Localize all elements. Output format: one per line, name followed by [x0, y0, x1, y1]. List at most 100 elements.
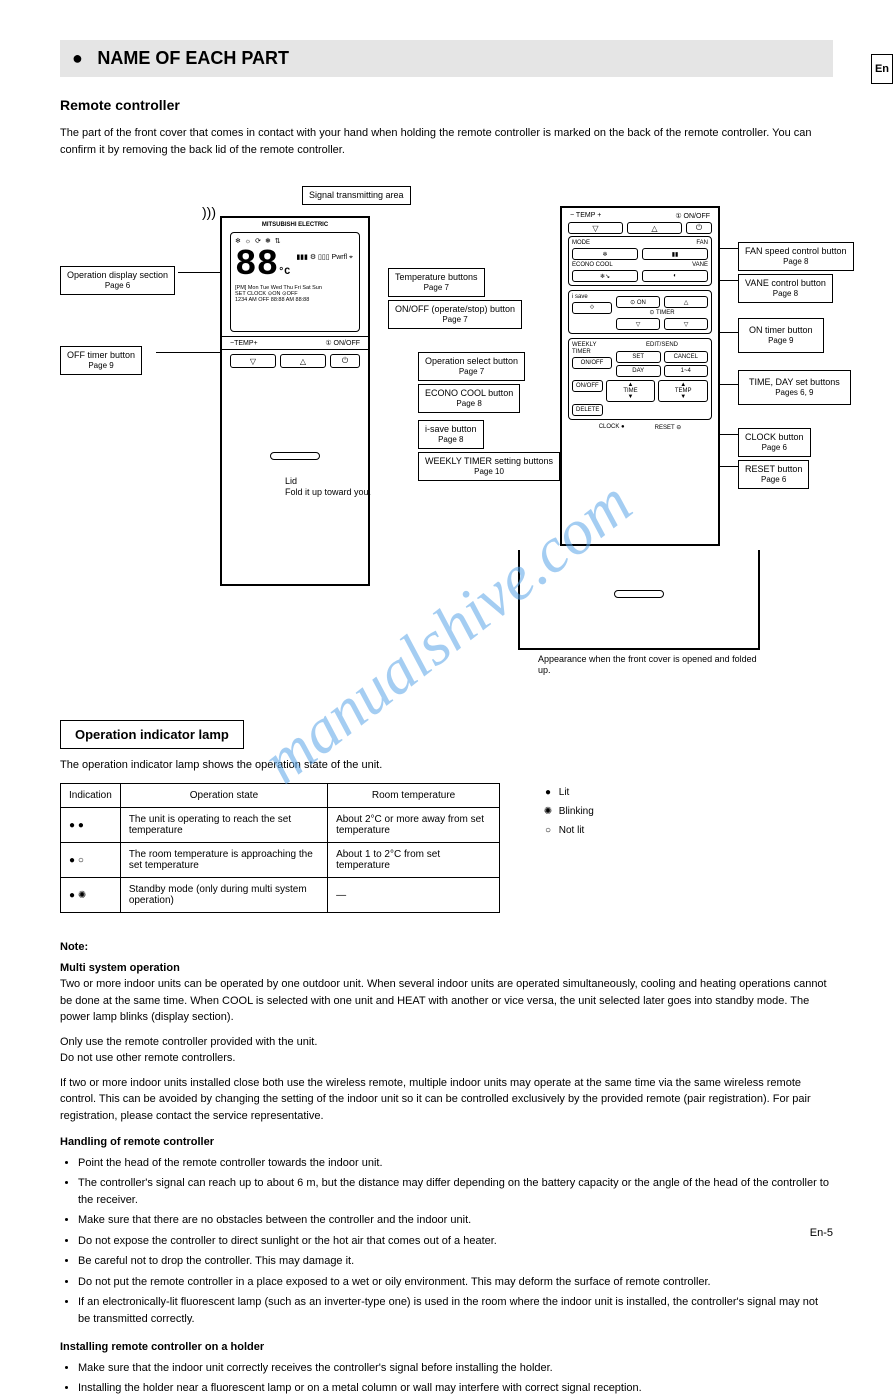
indicator-table: Indication Operation state Room temperat… — [60, 783, 500, 913]
state-cell: The room temperature is approaching the … — [120, 843, 327, 878]
label: CLOCK — [599, 424, 620, 430]
legend-item: ○ Not lit — [540, 821, 594, 840]
label: RESET — [655, 425, 675, 431]
callout-fan: FAN speed control button Page 8 — [738, 242, 854, 271]
cancel-button[interactable]: CANCEL — [664, 351, 709, 363]
callout-title: CLOCK button — [745, 432, 804, 443]
callout-ontimer: ON timer button Page 9 — [738, 318, 824, 353]
wt-onoff2[interactable]: ON/OFF — [572, 380, 603, 392]
lead-line — [720, 332, 738, 333]
lead-line — [720, 466, 738, 467]
remote-heading: Remote controller — [60, 97, 833, 113]
callout-page: Page 8 — [745, 289, 826, 299]
fan-icons: ▮▮▮ ⚙ ▯▯▯ Pwrfl ⌖ — [296, 253, 353, 262]
notes-section: Note: Multi system operation Two or more… — [60, 939, 833, 1397]
time-button[interactable]: ▲TIME▼ — [606, 380, 656, 402]
signal-icon: ))) — [202, 204, 216, 220]
label: TEMP — [576, 212, 595, 219]
set-button[interactable]: SET — [616, 351, 661, 363]
onoff-button[interactable]: ⏻ — [330, 354, 360, 368]
page: En ● NAME OF EACH PART Remote controller… — [0, 0, 893, 1263]
icon: − — [570, 212, 574, 219]
brand-label: MITSUBISHI ELECTRIC — [222, 222, 368, 228]
mode-fan-section: MODEFAN ❄ ▮▮ ECONO COOLVANE ❄↘ ◐ — [568, 236, 712, 286]
lamp-cell: ● ✺ — [61, 878, 121, 913]
prog-button[interactable]: 1~4 — [664, 365, 709, 377]
room-cell: About 2°C or more away from set temperat… — [328, 808, 500, 843]
callout-opdisplay: Operation display section Page 6 — [60, 266, 175, 295]
list-item: The controller's signal can reach up to … — [78, 1175, 833, 1208]
lead-line — [720, 384, 738, 385]
remote-closed: MITSUBISHI ELECTRIC ❄ ☼ ⟳ ❅ ⇅ 88°C ▮▮▮ ⚙… — [220, 216, 370, 586]
open-temp-down[interactable]: ▽ — [568, 222, 623, 234]
callout-title: ON timer button — [749, 325, 813, 336]
temp-down-button[interactable]: ▽ — [230, 354, 276, 368]
only-note: Only use the remote controller provided … — [60, 1034, 833, 1067]
callout-title: OFF timer button — [67, 350, 135, 361]
indicator-wrap: Indication Operation state Room temperat… — [60, 783, 833, 913]
fan-button[interactable]: ▮▮ — [642, 248, 708, 260]
holder-list: Make sure that the indoor unit correctly… — [78, 1360, 833, 1397]
callout-title: Operation display section — [67, 270, 168, 281]
label-text: Lid — [285, 476, 297, 486]
list-item: Installing the holder near a fluorescent… — [78, 1380, 833, 1397]
day-button[interactable]: DAY — [616, 365, 661, 377]
lamp-cell: ● ● — [61, 808, 121, 843]
label: ECONO COOL — [572, 262, 613, 268]
handling-list: Point the head of the remote controller … — [78, 1155, 833, 1328]
lead-line — [156, 352, 220, 353]
callout-title: FAN speed control button — [745, 246, 847, 257]
isave-timer-section: i save ⟐ ⊙ ON △ ⊙ TIMER ▽ ▽ — [568, 290, 712, 334]
callout-page: Page 10 — [425, 467, 553, 477]
list-item: Be careful not to drop the controller. T… — [78, 1253, 833, 1270]
clock-reset-row: CLOCK ● RESET ⊖ — [568, 424, 712, 431]
indicator-desc: The operation indicator lamp shows the o… — [60, 759, 833, 771]
callout-mode: Operation select button Page 7 — [418, 352, 525, 381]
temp-button[interactable]: ▲TEMP▼ — [658, 380, 708, 402]
section-bullet: ● — [72, 48, 83, 68]
callout-title: Operation select button — [425, 356, 518, 367]
callout-title: Temperature buttons — [395, 272, 478, 283]
label: i save — [572, 294, 612, 300]
diagram-area: Operation display section Page 6 OFF tim… — [60, 176, 833, 636]
callout-title: RESET button — [745, 464, 802, 475]
open-temp-up[interactable]: △ — [627, 222, 682, 234]
note-heading: Note: — [60, 939, 833, 956]
indicator-title-box: Operation indicator lamp — [60, 720, 244, 749]
icon: + — [597, 212, 601, 219]
legend-item: ✺ Blinking — [540, 802, 594, 821]
handling-title: Handling of remote controller — [60, 1134, 833, 1151]
list-item: Make sure that there are no obstacles be… — [78, 1212, 833, 1229]
temp-plus-icon: + — [254, 340, 258, 347]
isave-button[interactable]: ⟐ — [572, 302, 612, 314]
down2-button[interactable]: ▽ — [664, 318, 708, 330]
lid-slot — [614, 590, 664, 598]
table-header-row: Indication Operation state Room temperat… — [61, 784, 500, 808]
vane-button[interactable]: ◐ — [642, 270, 708, 282]
remote-intro: The part of the front cover that comes i… — [60, 125, 833, 158]
up-button[interactable]: △ — [664, 296, 708, 308]
on-button[interactable]: ⊙ ON — [616, 296, 660, 308]
list-item: Do not put the remote controller in a pl… — [78, 1274, 833, 1291]
callout-page: Page 6 — [745, 443, 804, 453]
state-cell: The unit is operating to reach the set t… — [120, 808, 327, 843]
label: TIMER — [572, 349, 612, 356]
delete-button[interactable]: DELETE — [572, 404, 603, 416]
temp-up-button[interactable]: △ — [280, 354, 326, 368]
callout-page: Page 8 — [745, 257, 847, 267]
callout-offtimer: OFF timer button Page 9 — [60, 346, 142, 375]
down-button[interactable]: ▽ — [616, 318, 660, 330]
open-onoff[interactable]: ⏻ — [686, 222, 712, 234]
callout-timeset: TIME, DAY set buttons Pages 6, 9 — [738, 370, 851, 405]
label: VANE — [692, 262, 708, 268]
callout-title: ON/OFF (operate/stop) button — [395, 304, 515, 315]
legend-item: ● Lit — [540, 783, 594, 802]
mode-button[interactable]: ❄ — [572, 248, 638, 260]
callout-title: ECONO COOL button — [425, 388, 513, 399]
callout-page: Page 7 — [425, 367, 518, 377]
temp-value: 88 — [235, 244, 278, 285]
wt-onoff-button[interactable]: ON/OFF — [572, 357, 612, 369]
econo-button[interactable]: ❄↘ — [572, 270, 638, 282]
callout-page: Page 8 — [425, 435, 477, 445]
lead-line — [720, 280, 738, 281]
